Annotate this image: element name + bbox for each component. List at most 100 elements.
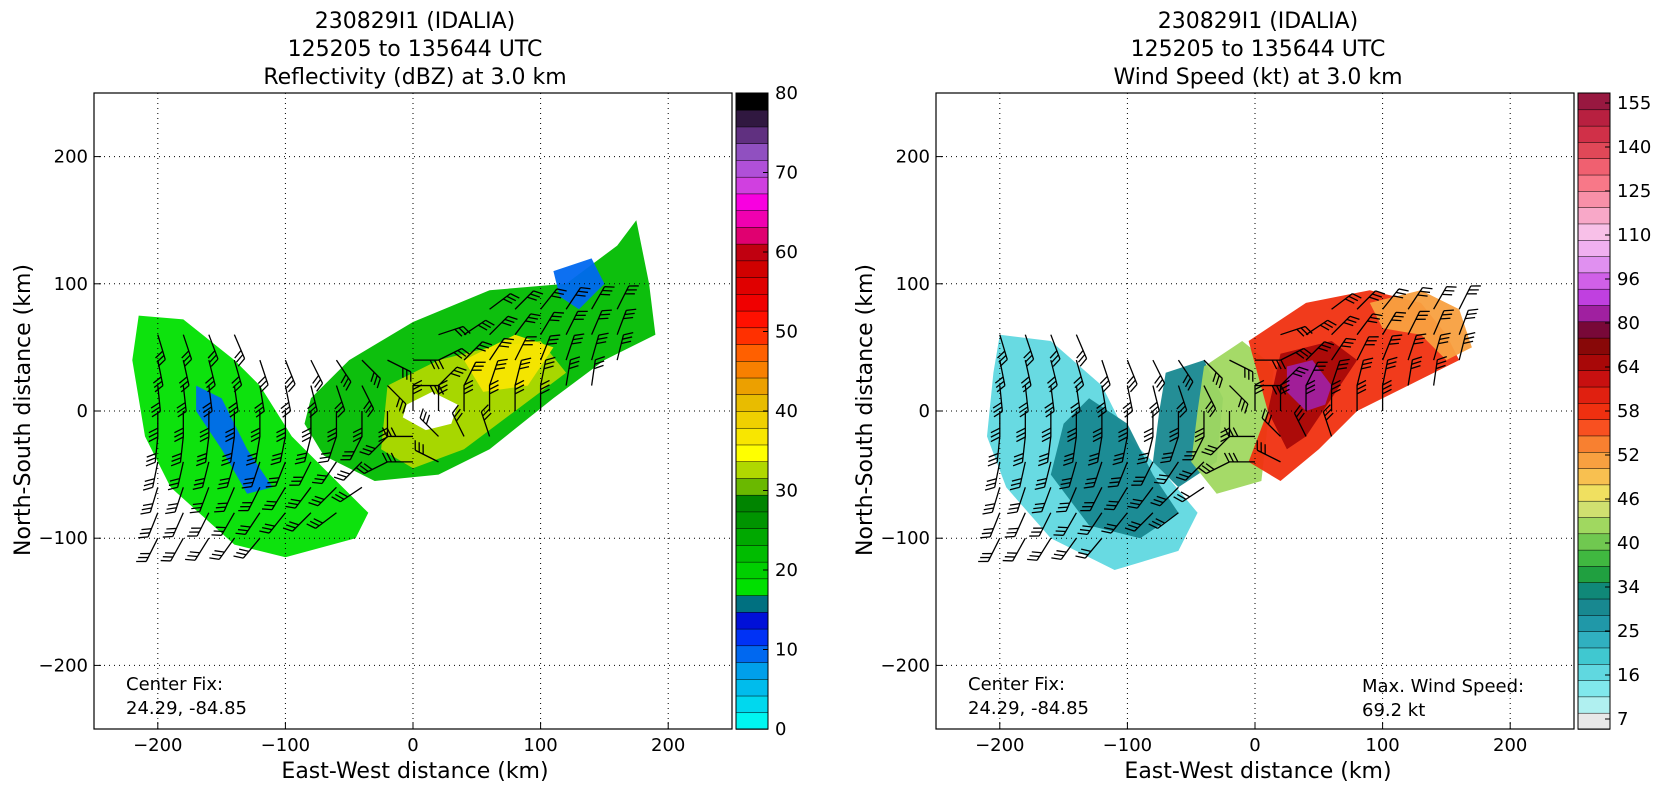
wind-barb-flag [1160,460,1171,464]
wind-barb-flag [250,432,261,438]
wind-barb-flag [580,286,591,290]
wind-barb-flag [600,313,611,316]
wind-barb-flag [525,320,536,324]
wind-barb-flag [1074,380,1083,389]
wind-barb-flag [1156,495,1167,501]
wind-barb-flag [327,436,337,443]
colorbar-swatch [1577,304,1611,323]
wind-barb-flag [997,350,1006,359]
wind-barb-flag [148,436,159,443]
wind-barb-flag [202,406,212,414]
wind-barb-flag [1280,384,1290,390]
wind-barb-flag [157,359,166,367]
wind-barb-flag [1051,354,1059,363]
wind-barb-flag [463,388,474,395]
wind-barb-flag [1465,332,1476,336]
wind-barb-flag [1070,406,1080,414]
colorbar-tick-label: 20 [775,560,798,581]
wind-barb-flag [1103,526,1115,531]
wind-barb-flag [1077,354,1086,363]
wind-barb-flag [1261,408,1266,419]
wind-barb-flag [378,436,388,443]
wind-barb-flag [1087,461,1098,466]
colorbar-swatch [1577,369,1611,388]
wind-barb-flag [479,344,490,349]
wind-barb-flag [271,456,282,461]
wind-barb-flag [594,360,605,365]
wind-barb-flag [1356,388,1367,395]
wind-barb-flag [1041,432,1052,438]
wind-barb-flag [1303,347,1313,355]
wind-barb-flag [1023,350,1032,359]
colorbar-tick-label: 58 [1617,401,1640,422]
wind-barb-flag [1018,406,1029,414]
wind-barb-flag [1154,375,1162,384]
wind-barb-flag [1271,385,1278,395]
wind-barb-flag [543,365,554,370]
wind-barb-flag [1034,502,1045,506]
wind-barb-flag [1232,452,1239,463]
wind-barb-flag [570,356,581,361]
wind-barb-flag [1395,291,1407,296]
wind-barb-flag [1067,436,1077,443]
wind-barb-flag [140,511,151,515]
wind-barb-flag [1106,504,1117,507]
wind-barb-flag [189,551,200,554]
wind-barb-flag [412,379,423,386]
wind-barb-flag [199,432,210,438]
wind-barb-flag [281,406,291,414]
wind-barb-flag [187,554,198,558]
wind-barb-flag [1073,376,1082,384]
colorbar-swatch [1577,467,1611,486]
wind-barb-flag [429,385,436,395]
wind-barb-flag [1051,557,1062,560]
wind-barb-flag [1207,404,1215,414]
colorbar-tick-label: 0 [775,719,786,740]
wind-barb-flag [1033,506,1044,510]
colorbar-swatch [735,260,769,278]
wind-barb-flag [983,507,994,511]
wind-barb-flag [1027,558,1038,561]
wind-barb-flag [1078,551,1089,556]
wind-barb-flag [1109,481,1120,484]
wind-barb-flag [1356,379,1367,386]
y-tick-label: 100 [54,274,88,295]
wind-barb-flag [596,341,607,345]
left-xlabel: East-West distance (km) [281,759,548,784]
wind-barb-flag [265,485,276,488]
wind-barb-flag [1169,436,1179,443]
colorbar-swatch [1577,125,1611,143]
colorbar-swatch [735,494,769,513]
wind-barb-flag [1305,388,1316,395]
wind-barb-flag [359,451,370,456]
wind-barb-flag [533,290,544,295]
wind-barb-flag [306,523,316,529]
wind-barb-flag [412,388,423,395]
right-xlabel: East-West distance (km) [1124,759,1391,784]
wind-barb-flag [301,432,312,438]
colorbar-swatch [1577,435,1611,453]
wind-barb-flag [148,432,159,438]
x-tick-label: 100 [1365,735,1399,756]
wind-barb-flag [455,412,463,422]
wind-barb-flag [1414,337,1425,341]
wind-barb-flag [551,315,562,318]
wind-barb-flag [237,528,248,532]
colorbar-swatch [735,310,769,329]
wind-barb-flag [1071,410,1081,418]
x-tick-label: −100 [261,735,310,756]
wind-barb-flag [985,482,996,487]
max-wind-speed-value: 69.2 kt [1362,700,1425,721]
wind-barb-flag [1411,360,1422,365]
wind-barb-flag [1317,347,1328,352]
wind-barb-flag [1008,507,1019,510]
wind-barb-flag [1132,498,1143,502]
right-plot-area: −200 −100 0 100 200 −200 −100 0 100 200 [881,92,1575,756]
wind-barb-flag [334,493,345,500]
wind-barb-flag [1324,408,1333,417]
wind-barb-flag [422,411,427,422]
wind-barb-flag [549,319,560,322]
colorbar-tick-label: 140 [1617,137,1651,158]
wind-barb-flag [217,502,228,505]
wind-barb-flag [519,366,530,370]
